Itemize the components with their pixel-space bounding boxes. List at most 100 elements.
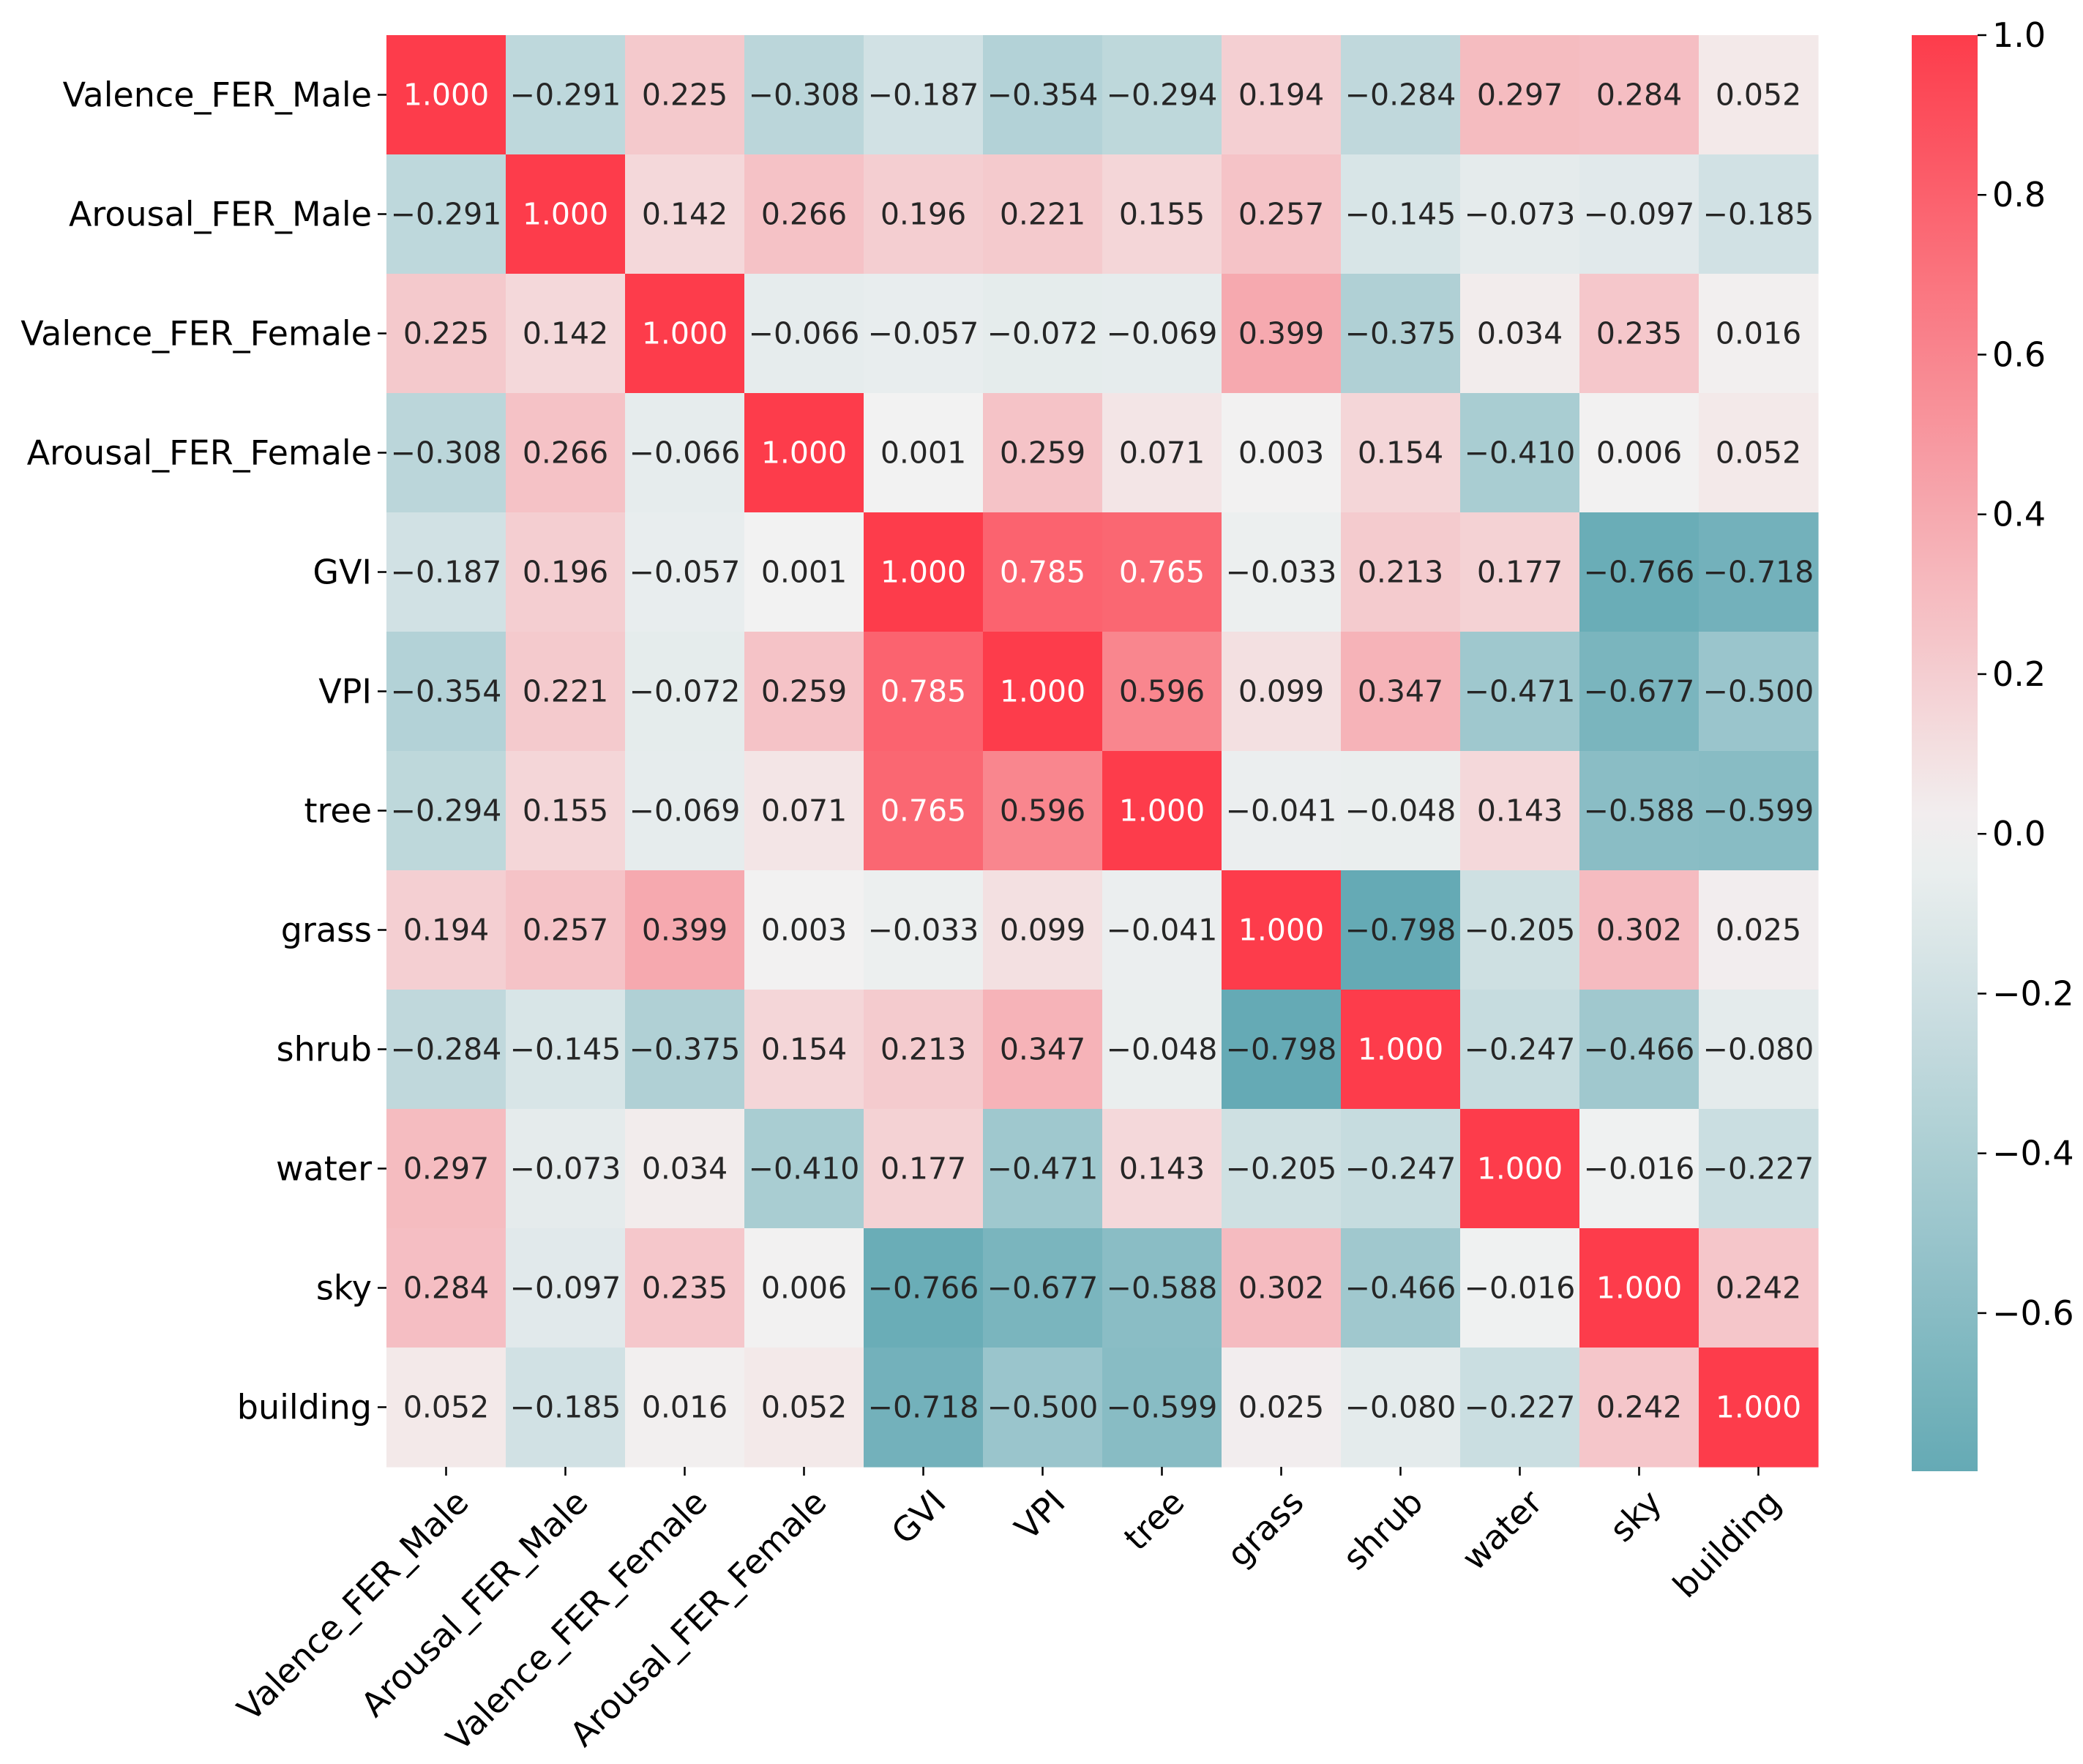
cell-value-label: 0.785: [1000, 555, 1085, 590]
heatmap-cell: [1699, 751, 1819, 871]
y-tick-label: grass: [281, 911, 372, 950]
heatmap-cell: [506, 154, 626, 274]
cell-value-label: 0.154: [1358, 436, 1443, 471]
cell-value-label: −0.599: [1703, 793, 1814, 829]
heatmap-cell: [1699, 1109, 1819, 1229]
cell-value-label: −0.375: [629, 1032, 741, 1067]
cell-value-label: 0.016: [642, 1390, 728, 1425]
cell-value-label: 0.765: [1119, 555, 1205, 590]
cell-value-label: −0.069: [629, 793, 741, 829]
cell-value-label: −0.718: [1703, 555, 1814, 590]
cell-value-label: −0.354: [391, 674, 502, 709]
heatmap-cell: [864, 154, 984, 274]
heatmap-cell: [1102, 1109, 1222, 1229]
heatmap-cells: [386, 35, 1819, 1468]
heatmap-cell: [1222, 35, 1342, 155]
heatmap-cell: [506, 632, 626, 752]
heatmap-cell: [1222, 1109, 1342, 1229]
y-tick-label: water: [276, 1149, 372, 1189]
x-tick-label: shrub: [1335, 1482, 1430, 1577]
colorbar-gradient: [1912, 35, 1978, 1471]
cell-value-label: 0.196: [880, 197, 966, 232]
cell-value-label: 0.016: [1716, 316, 1801, 351]
heatmap-cell: [744, 990, 864, 1110]
cell-value-label: 1.000: [880, 555, 966, 590]
heatmap-cell: [1102, 393, 1222, 513]
heatmap-cell: [386, 751, 506, 871]
heatmap-cell: [983, 990, 1103, 1110]
heatmap-cell: [1222, 1228, 1342, 1348]
heatmap-cell: [1341, 274, 1461, 394]
cell-value-label: 0.302: [1238, 1271, 1324, 1306]
x-tick-label: water: [1454, 1482, 1550, 1578]
heatmap-cell: [1579, 35, 1699, 155]
cell-value-label: 1.000: [403, 78, 489, 113]
heatmap-cell: [864, 1348, 984, 1468]
heatmap-cell: [625, 393, 745, 513]
heatmap-cell: [1579, 990, 1699, 1110]
heatmap-cell: [864, 35, 984, 155]
cell-value-label: −0.766: [868, 1271, 979, 1306]
y-axis: Valence_FER_Male Arousal_FER_Male Valence_…: [20, 75, 386, 1427]
cell-value-label: −0.766: [1584, 555, 1695, 590]
heatmap-cell: [1341, 990, 1461, 1110]
heatmap-cell: [386, 35, 506, 155]
heatmap-cell: [506, 990, 626, 1110]
heatmap-cell: [1341, 870, 1461, 990]
cell-value-label: 1.000: [642, 316, 728, 351]
colorbar-tick-label: 0.0: [1992, 814, 2046, 853]
heatmap-cell: [983, 35, 1103, 155]
heatmap-cell: [1222, 870, 1342, 990]
x-tick-label: building: [1665, 1482, 1788, 1605]
heatmap-cell: [1222, 751, 1342, 871]
heatmap-cell: [983, 512, 1103, 632]
heatmap-cell: [386, 632, 506, 752]
heatmap-cell: [744, 154, 864, 274]
cell-value-label: 0.071: [761, 793, 847, 829]
colorbar-tick-label: −0.6: [1992, 1293, 2074, 1333]
cell-value-label: −0.072: [629, 674, 741, 709]
cell-value-label: −0.798: [1226, 1032, 1337, 1067]
cell-value-label: 0.284: [403, 1271, 489, 1306]
y-tick-label: shrub: [277, 1030, 372, 1069]
cell-value-label: −0.187: [391, 555, 502, 590]
heatmap-cell: [625, 512, 745, 632]
cell-value-label: 1.000: [523, 197, 608, 232]
cell-value-label: −0.016: [1465, 1271, 1576, 1306]
cell-value-label: 1.000: [1477, 1151, 1563, 1186]
heatmap-cell: [386, 870, 506, 990]
heatmap-cell: [506, 393, 626, 513]
heatmap-cell: [1102, 990, 1222, 1110]
heatmap-cell: [1579, 870, 1699, 990]
heatmap-cell: [1341, 512, 1461, 632]
y-tick-label: Valence_FER_Female: [20, 314, 372, 354]
cell-value-label: 0.399: [1238, 316, 1324, 351]
heatmap-cell: [983, 1348, 1103, 1468]
cell-value-label: −0.291: [510, 78, 621, 113]
y-tick-label: GVI: [313, 553, 372, 592]
heatmap-cell: [983, 870, 1103, 990]
y-tick-label: building: [237, 1388, 372, 1427]
heatmap-cell: [1579, 154, 1699, 274]
heatmap-cell: [744, 393, 864, 513]
heatmap-cell: [1579, 751, 1699, 871]
heatmap-cell: [983, 393, 1103, 513]
heatmap-cell: [864, 1228, 984, 1348]
cell-value-label: −0.185: [1703, 197, 1814, 232]
cell-value-label: −0.294: [391, 793, 502, 829]
heatmap-cell: [1341, 1348, 1461, 1468]
y-tick-label: Valence_FER_Male: [63, 75, 372, 115]
cell-value-label: 0.143: [1119, 1151, 1205, 1186]
heatmap-cell: [1102, 632, 1222, 752]
heatmap-cell: [386, 393, 506, 513]
heatmap-cell: [1102, 512, 1222, 632]
colorbar-tick-label: 0.4: [1992, 495, 2046, 534]
heatmap-cell: [744, 1109, 864, 1229]
heatmap-cell: [1460, 35, 1580, 155]
heatmap-cell: [506, 35, 626, 155]
heatmap-cell: [864, 870, 984, 990]
heatmap-cell: [386, 1348, 506, 1468]
heatmap-cell: [1579, 274, 1699, 394]
cell-value-label: 0.257: [1238, 197, 1324, 232]
cell-value-label: 0.099: [1000, 913, 1085, 948]
